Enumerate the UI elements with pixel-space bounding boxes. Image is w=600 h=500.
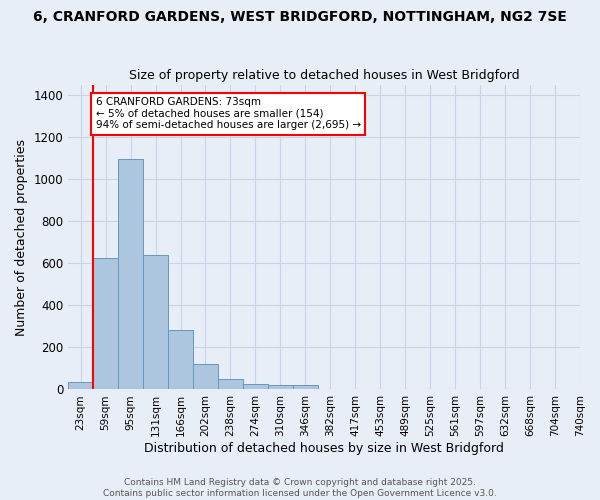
Text: 6, CRANFORD GARDENS, WEST BRIDGFORD, NOTTINGHAM, NG2 7SE: 6, CRANFORD GARDENS, WEST BRIDGFORD, NOT…	[33, 10, 567, 24]
Bar	[268, 386, 293, 390]
Bar	[93, 258, 118, 390]
Bar	[218, 379, 243, 390]
Bar	[118, 159, 143, 390]
Text: 6 CRANFORD GARDENS: 73sqm
← 5% of detached houses are smaller (154)
94% of semi-: 6 CRANFORD GARDENS: 73sqm ← 5% of detach…	[95, 97, 361, 130]
Title: Size of property relative to detached houses in West Bridgford: Size of property relative to detached ho…	[129, 69, 520, 82]
Y-axis label: Number of detached properties: Number of detached properties	[15, 138, 28, 336]
Bar	[68, 382, 93, 390]
Bar	[243, 384, 268, 390]
X-axis label: Distribution of detached houses by size in West Bridgford: Distribution of detached houses by size …	[144, 442, 504, 455]
Bar	[143, 255, 168, 390]
Bar	[193, 364, 218, 390]
Bar	[168, 330, 193, 390]
Text: Contains HM Land Registry data © Crown copyright and database right 2025.
Contai: Contains HM Land Registry data © Crown c…	[103, 478, 497, 498]
Bar	[293, 386, 318, 390]
